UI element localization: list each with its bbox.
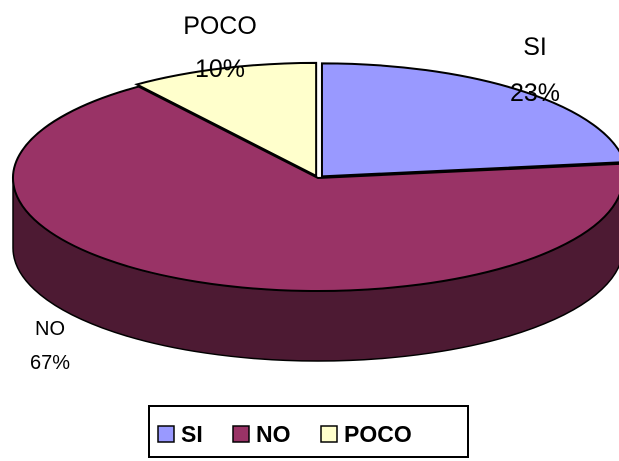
legend-box bbox=[148, 405, 469, 458]
legend-swatch-poco bbox=[320, 425, 338, 443]
data-label-no: NO 67% bbox=[30, 318, 70, 374]
legend-swatch-si bbox=[157, 425, 175, 443]
data-label-si-percent: 23% bbox=[510, 79, 560, 107]
legend-label-poco: POCO bbox=[344, 421, 412, 447]
legend-label-no: NO bbox=[256, 421, 291, 447]
data-label-poco: POCO 10% bbox=[183, 12, 257, 83]
legend-swatch-no bbox=[232, 425, 250, 443]
data-label-no-percent: 67% bbox=[30, 352, 70, 374]
slice-no bbox=[12, 85, 619, 292]
data-label-no-name: NO bbox=[35, 318, 65, 340]
data-label-poco-name: POCO bbox=[183, 12, 257, 40]
slice-si bbox=[320, 62, 619, 178]
data-label-si-name: SI bbox=[523, 33, 547, 61]
pie-tops bbox=[12, 61, 619, 292]
data-label-si: SI 23% bbox=[510, 33, 560, 107]
legend-label-si: SI bbox=[181, 421, 203, 447]
legend: SI NO POCO bbox=[148, 405, 469, 458]
data-label-poco-percent: 10% bbox=[195, 55, 245, 83]
slice-poco bbox=[134, 61, 318, 178]
